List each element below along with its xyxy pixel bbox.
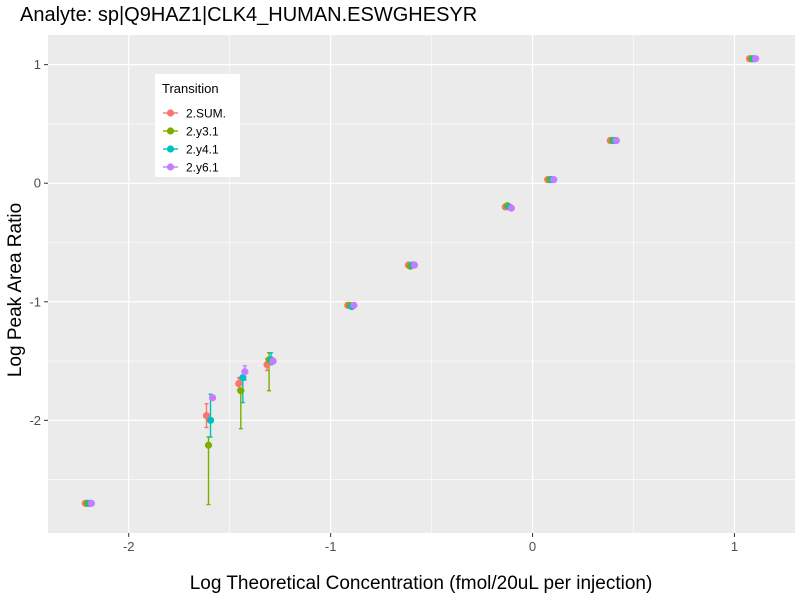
legend: Transition 2.SUM. 2.y3.1 2.y4.1 2.y6.1 [155,74,240,177]
data-point [550,176,558,184]
data-point [235,380,243,388]
legend-title: Transition [162,81,219,96]
data-point [612,136,620,145]
legend-key-point [166,109,175,117]
data-point [507,204,515,212]
legend-label: 2.SUM. [186,107,226,121]
data-points [81,55,760,507]
x-axis-title: Log Theoretical Concentration (fmol/20uL… [190,573,653,594]
x-tick-label: -2 [123,539,135,554]
legend-box [155,74,240,177]
data-point [208,394,217,402]
legend-key-point [166,163,175,171]
legend-key-point [166,145,175,153]
legend-key-point [166,127,175,135]
data-point [237,387,245,395]
y-axis: -2 -1 0 1 [29,57,48,428]
data-point [410,261,419,269]
data-point [350,301,358,309]
y-tick-label: 0 [34,176,41,191]
y-tick-label: 1 [34,57,41,72]
data-point [269,357,277,365]
legend-label: 2.y3.1 [186,125,219,139]
data-point [202,412,211,420]
data-point [241,368,249,376]
x-tick-label: 1 [731,539,738,554]
x-axis: -2 -1 0 1 [123,533,738,554]
data-point [206,416,215,424]
legend-label: 2.y4.1 [186,143,219,157]
y-axis-title: Log Peak Area Ratio [5,203,26,377]
y-tick-label: -2 [29,413,41,428]
minor-gridlines [48,35,795,533]
data-point [752,55,760,63]
legend-label: 2.y6.1 [186,161,219,175]
data-point [204,441,213,449]
data-point [239,374,247,382]
x-tick-label: 0 [529,539,536,554]
data-point [87,499,96,507]
x-tick-label: -1 [325,539,337,554]
major-gridlines [48,35,795,533]
y-tick-label: -1 [29,294,41,309]
legend-items: 2.SUM. 2.y3.1 2.y4.1 2.y6.1 [163,107,226,175]
chart-title: Analyte: sp|Q9HAZ1|CLK4_HUMAN.ESWGHESYR [20,4,478,26]
